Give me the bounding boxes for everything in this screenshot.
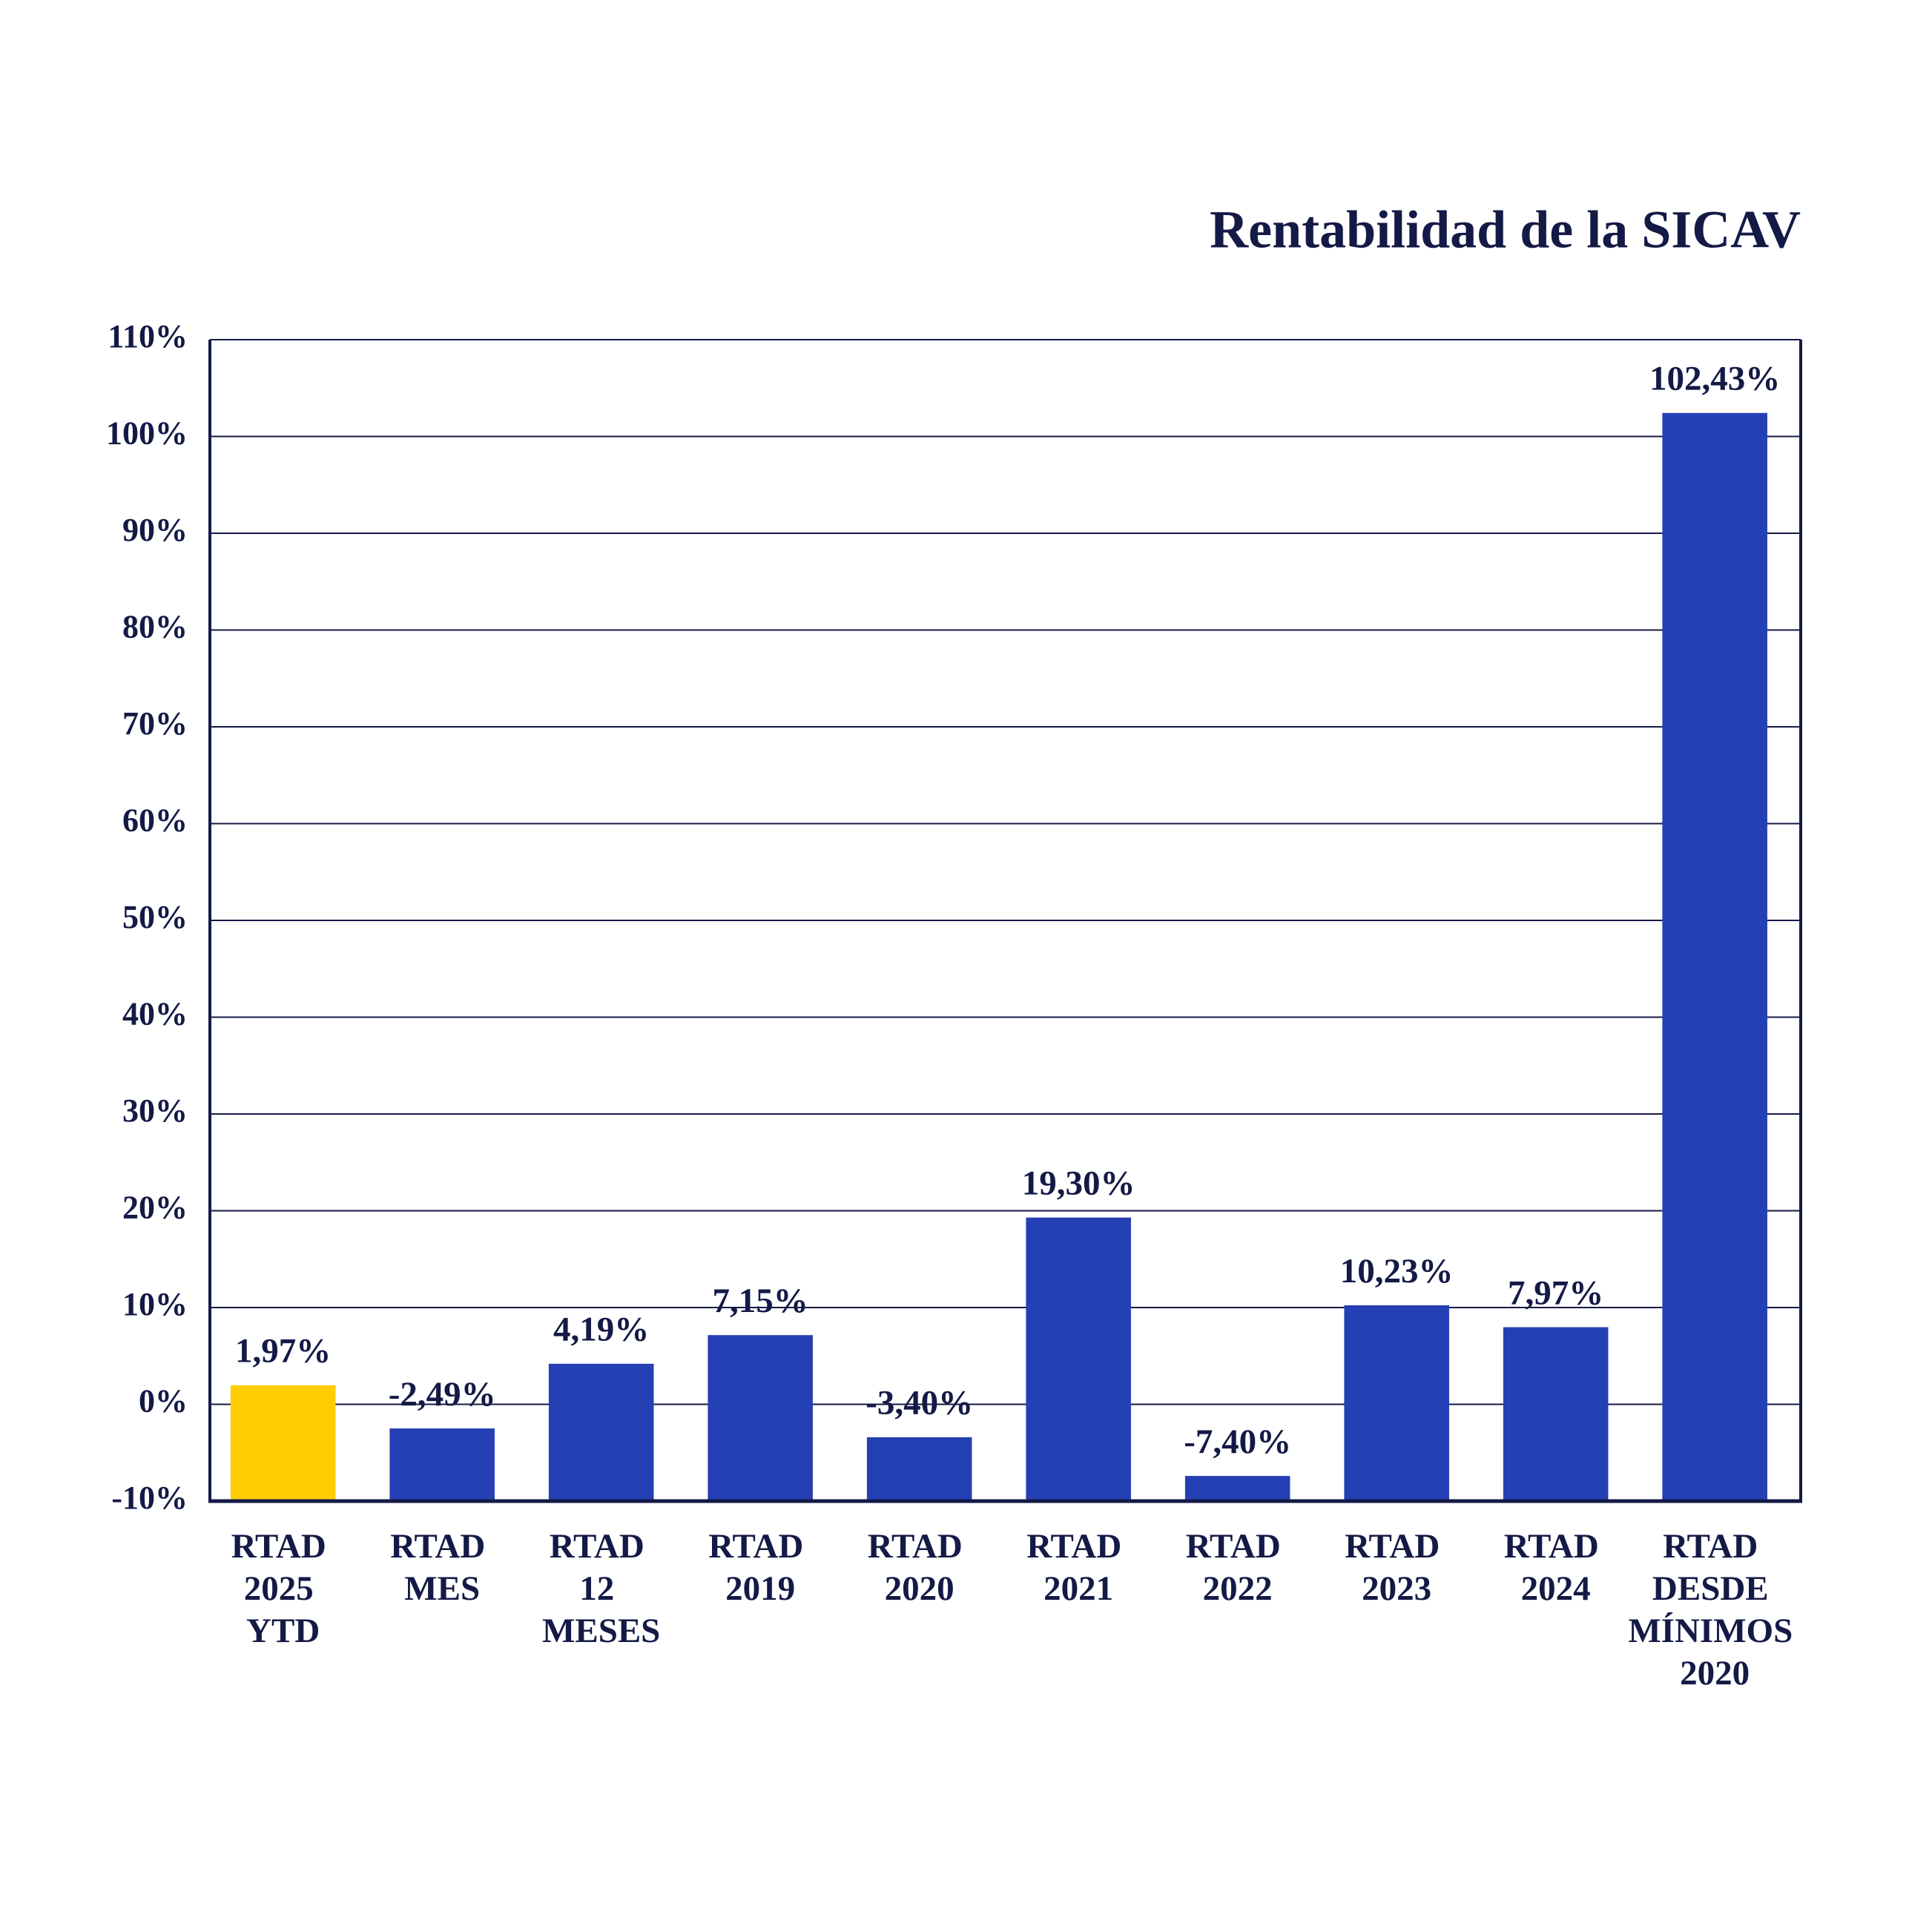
y-tick-label: 20% [122,1190,188,1226]
y-tick-label: -10% [111,1480,188,1516]
y-tick-label: 50% [122,899,188,935]
y-tick-label: 0% [139,1383,188,1420]
y-tick-label: 60% [122,802,188,839]
x-tick-label-line: 2021 [1044,1569,1113,1608]
bar [708,1335,813,1501]
x-tick-label-line: RTAD [550,1527,653,1566]
data-label: 1,97% [235,1332,331,1371]
bar [1503,1327,1609,1501]
data-label: -2,49% [389,1375,496,1414]
data-label: 7,97% [1508,1273,1603,1312]
bar [1344,1305,1449,1501]
data-label: -7,40% [1184,1422,1291,1461]
x-tick-label: RTAD 2021 [1026,1527,1130,1608]
x-tick-label: RTAD MES [390,1527,494,1608]
x-tick-label: RTAD 2020 [868,1527,972,1608]
x-tick-label: RTAD 2025 YTD [231,1527,335,1650]
x-tick-label-line: YTD [246,1612,320,1650]
y-tick-label: 40% [122,996,188,1032]
x-tick-label-line: MÍNIMOS [1628,1612,1801,1650]
data-label: -3,40% [866,1384,973,1422]
x-tick-label-line: RTAD [708,1527,812,1566]
x-tick-label-line: RTAD [1026,1527,1130,1566]
x-tick-label-line: RTAD [1663,1527,1767,1566]
x-tick-label-line: 2023 [1362,1569,1431,1608]
bar [866,1437,972,1501]
y-tick-label: 10% [122,1286,188,1322]
x-tick-label-line: RTAD [1345,1527,1448,1566]
x-tick-label-line: 2019 [725,1569,795,1608]
x-tick-label-line: DESDE [1652,1569,1777,1608]
x-tick-label-line: 2025 [244,1569,323,1608]
y-tick-label: 100% [106,415,188,452]
data-label: 19,30% [1022,1164,1135,1202]
x-tick-label-line: 2024 [1521,1569,1591,1608]
data-label: 7,15% [713,1282,808,1320]
x-tick-label: RTAD 2024 [1504,1527,1608,1608]
y-tick-label: 90% [122,512,188,548]
x-tick-label-line: MESES [542,1612,660,1650]
data-label: 102,43% [1649,360,1780,398]
bar [389,1428,495,1501]
bar [1662,412,1767,1501]
x-tick-label-line: 12 [579,1569,623,1608]
y-tick-label: 80% [122,609,188,645]
x-tick-label-line: RTAD [868,1527,972,1566]
x-tick-label: RTAD 12 MESES [542,1527,660,1650]
bar [1026,1217,1131,1501]
x-tick-label: RTAD 2022 [1186,1527,1290,1608]
x-tick-label-line: RTAD [390,1527,494,1566]
bar [1184,1476,1290,1501]
x-tick-label: RTAD 2023 [1345,1527,1448,1608]
y-tick-label: 110% [108,318,188,355]
data-label: 4,19% [553,1310,649,1349]
y-tick-label: 70% [122,705,188,742]
x-tick-label-line: 2022 [1203,1569,1273,1608]
x-tick-label: RTAD DESDE MÍNIMOS 2020 [1628,1527,1801,1692]
x-tick-label-line: RTAD [231,1527,335,1566]
bar [230,1385,336,1501]
y-tick-label: 30% [122,1092,188,1129]
bar [548,1363,654,1501]
x-tick-label: RTAD 2019 [708,1527,812,1608]
chart-title: Rentabilidad de la SICAV [1210,200,1801,260]
x-tick-label-line: RTAD [1504,1527,1608,1566]
data-label: 10,23% [1340,1252,1454,1290]
x-tick-label-line: MES [404,1569,480,1608]
x-tick-label-line: 2020 [885,1569,955,1608]
x-tick-label-line: RTAD [1186,1527,1290,1566]
x-tick-label-line: 2020 [1680,1654,1750,1692]
